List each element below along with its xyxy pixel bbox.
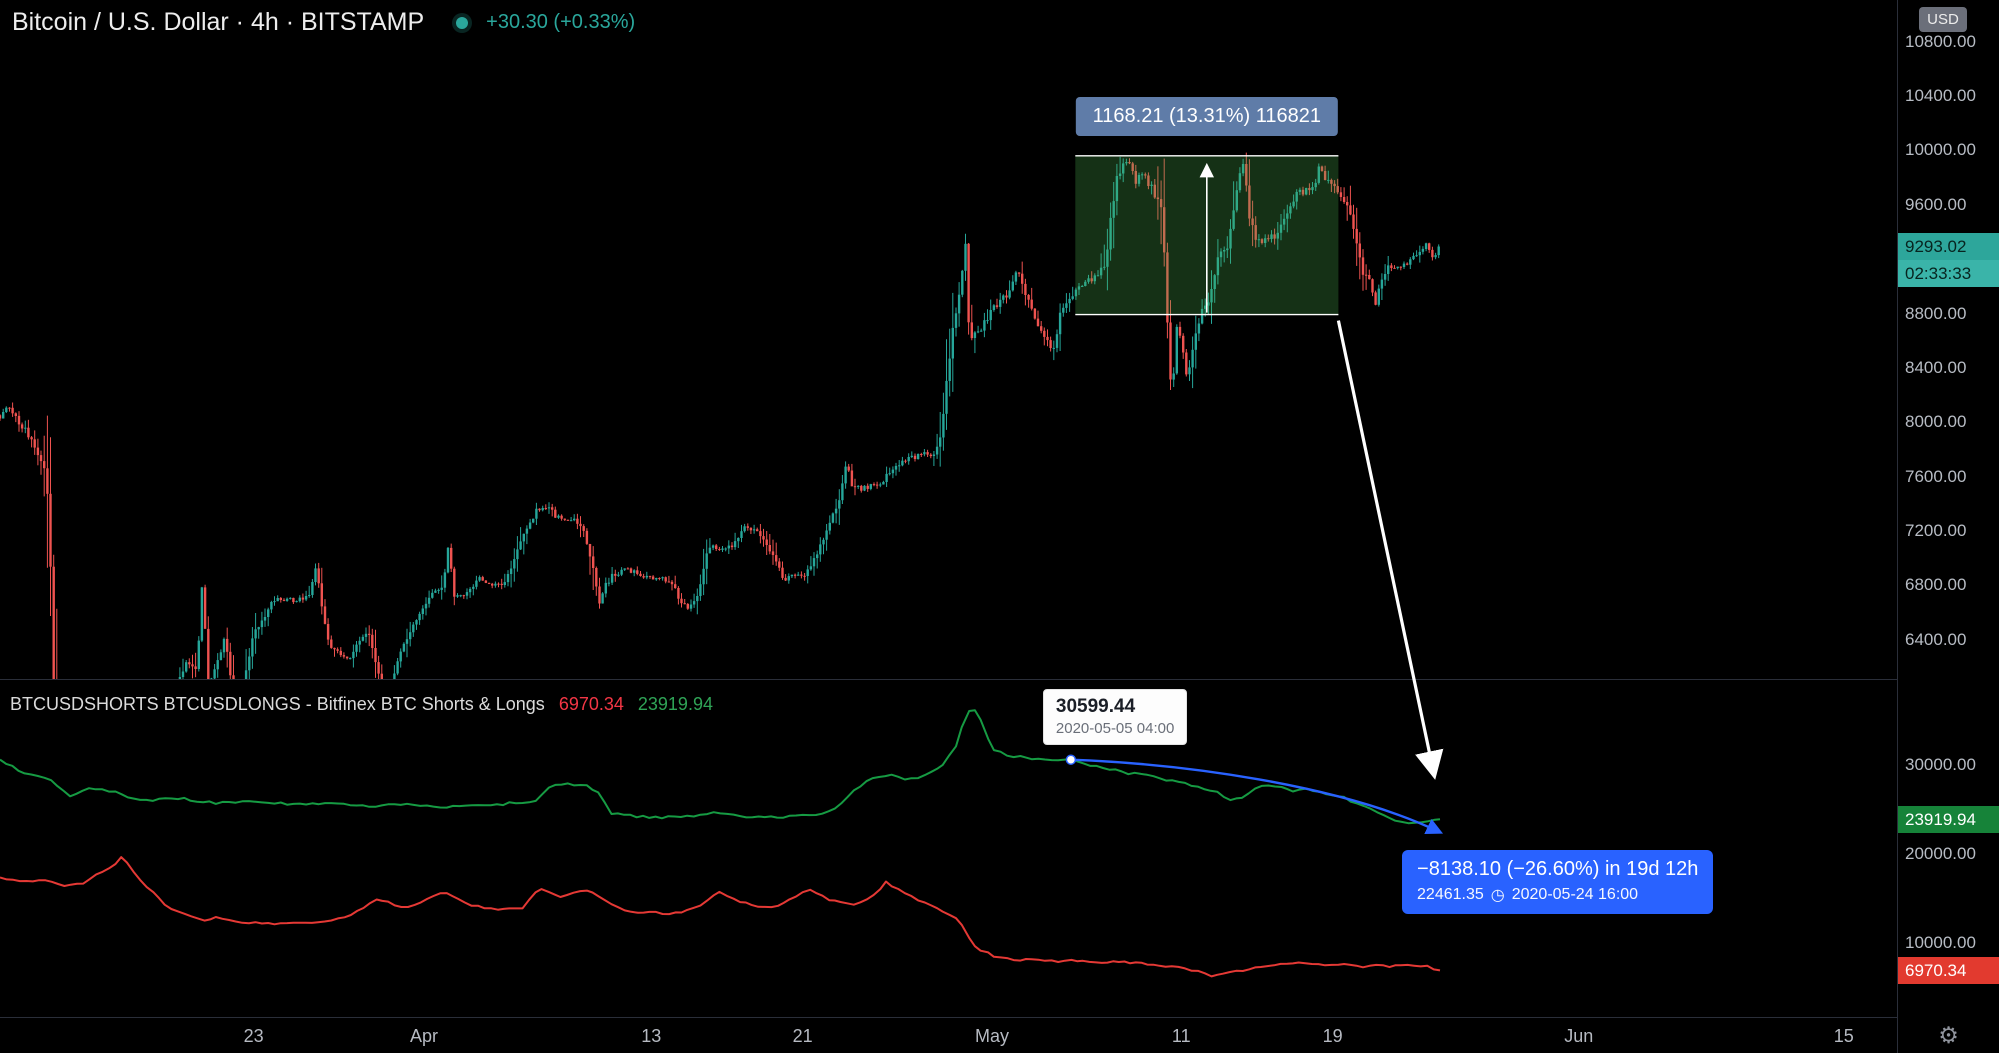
point-tooltip-value: 30599.44 bbox=[1055, 695, 1136, 717]
main-legend: Bitcoin / U.S. Dollar · 4h · BITSTAMP +3… bbox=[12, 8, 635, 37]
indicator-legend: BTCUSDSHORTS BTCUSDLONGS - Bitfinex BTC … bbox=[10, 694, 713, 715]
price-axis-label: 10000.00 bbox=[1905, 933, 1976, 953]
price-axis-label: 9600.00 bbox=[1905, 194, 1967, 214]
time-axis-label: 23 bbox=[243, 1026, 264, 1046]
time-axis-label: 11 bbox=[1171, 1026, 1191, 1046]
price-axis-label: 8000.00 bbox=[1905, 412, 1967, 432]
clock-icon: ◷ bbox=[1490, 887, 1505, 905]
point-tooltip: 30599.44 2020-05-05 04:00 bbox=[1042, 688, 1188, 745]
indicator-title[interactable]: BTCUSDSHORTS BTCUSDLONGS - Bitfinex BTC … bbox=[10, 694, 545, 714]
time-axis-label: 15 bbox=[1833, 1026, 1854, 1046]
time-axis-label: 19 bbox=[1322, 1026, 1343, 1046]
longs-line bbox=[0, 709, 1441, 825]
measure-tooltip[interactable]: −8138.10 (−26.60%) in 19d 12h 22461.35 ◷… bbox=[1402, 850, 1714, 915]
measure-tooltip-value: 22461.35 bbox=[1417, 886, 1484, 904]
currency-toggle[interactable]: USD bbox=[1919, 7, 1967, 32]
price-axis-label: 30000.00 bbox=[1905, 755, 1976, 774]
measure-tooltip-delta: −8138.10 (−26.60%) in 19d 12h bbox=[1417, 858, 1699, 881]
price-axis-label: 6400.00 bbox=[1905, 629, 1967, 649]
settings-gear-icon[interactable]: ⚙ bbox=[1938, 1022, 1959, 1048]
price-axis-divider bbox=[1897, 0, 1898, 1053]
price-axis[interactable]: USD 10800.00 10400.00 10000.00 9600.00 8800.… bbox=[1898, 0, 1999, 1053]
symbol-title[interactable]: Bitcoin / U.S. Dollar · 4h · BITSTAMP bbox=[12, 8, 425, 36]
price-axis-label: 10400.00 bbox=[1905, 86, 1976, 106]
candlestick-chart bbox=[0, 152, 1440, 679]
shorts-longs-chart bbox=[0, 709, 1441, 978]
price-axis-label: 10000.00 bbox=[1905, 140, 1976, 160]
indicator-pane[interactable] bbox=[0, 680, 1897, 1017]
main-chart-pane[interactable] bbox=[0, 0, 1897, 679]
longs-value-badge: 23919.94 bbox=[1898, 805, 1999, 833]
time-axis-label: Apr bbox=[410, 1026, 439, 1046]
time-axis-label: 13 bbox=[641, 1026, 662, 1046]
time-axis-label: May bbox=[974, 1026, 1009, 1046]
shorts-value-badge: 6970.34 bbox=[1898, 956, 1999, 984]
time-axis-label: Jun bbox=[1564, 1026, 1594, 1046]
bar-countdown-badge: 02:33:33 bbox=[1898, 260, 1999, 287]
pane-divider[interactable] bbox=[0, 679, 1999, 680]
price-axis-label: 6800.00 bbox=[1905, 575, 1967, 595]
shorts-line bbox=[0, 856, 1441, 978]
price-axis-label: 20000.00 bbox=[1905, 844, 1976, 864]
longs-value: 23919.94 bbox=[637, 694, 713, 714]
price-axis-label: 8800.00 bbox=[1905, 303, 1967, 323]
measure-tooltip-datetime: 2020-05-24 16:00 bbox=[1511, 886, 1639, 904]
point-tooltip-datetime: 2020-05-05 04:00 bbox=[1055, 719, 1175, 737]
price-axis-label: 7200.00 bbox=[1905, 521, 1967, 541]
price-axis-label: 7600.00 bbox=[1905, 466, 1967, 486]
time-axis[interactable]: 23 Apr 13 21 May 11 19 Jun 15 bbox=[0, 1018, 1897, 1053]
price-change: +30.30 (+0.33%) bbox=[486, 11, 636, 33]
price-axis-label: 8400.00 bbox=[1905, 357, 1967, 377]
shorts-value: 6970.34 bbox=[558, 694, 624, 714]
price-axis-label: 10800.00 bbox=[1905, 31, 1976, 51]
time-axis-label: 21 bbox=[792, 1026, 813, 1046]
realtime-status-icon bbox=[456, 16, 469, 29]
price-range-label[interactable]: 1168.21 (13.31%) 116821 bbox=[1075, 96, 1338, 136]
last-price-badge: 9293.02 bbox=[1898, 233, 1999, 260]
time-axis-divider bbox=[0, 1017, 1999, 1018]
